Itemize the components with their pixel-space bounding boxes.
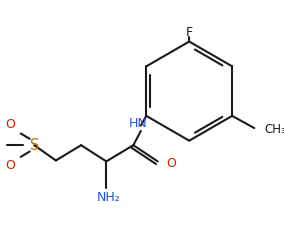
Text: O: O [166,157,176,170]
Text: O: O [5,118,15,131]
Text: CH₃: CH₃ [264,123,284,136]
Text: NH₂: NH₂ [96,191,120,204]
Text: S: S [30,138,39,153]
Text: HN: HN [129,117,148,130]
Text: O: O [5,159,15,172]
Text: F: F [186,26,193,39]
